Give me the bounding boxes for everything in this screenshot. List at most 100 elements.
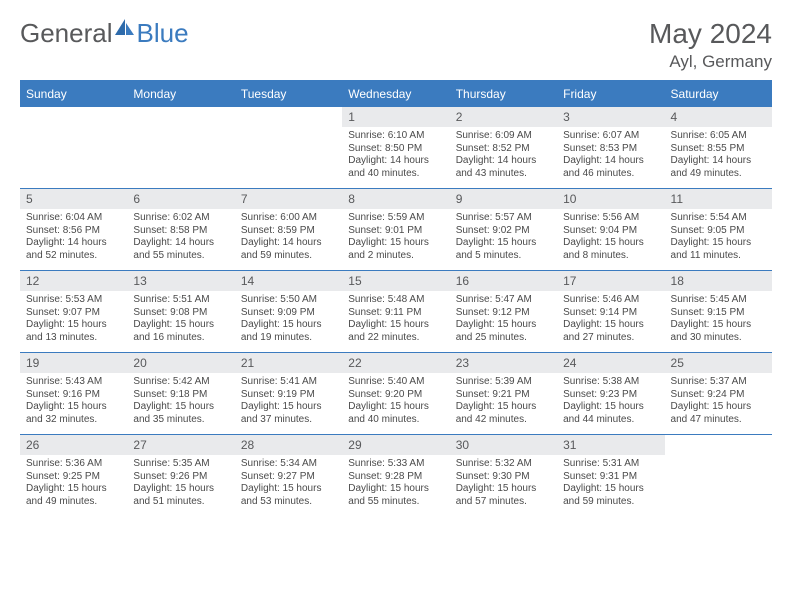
day-content: Sunrise: 5:40 AMSunset: 9:20 PMDaylight:… xyxy=(342,373,449,429)
title-block: May 2024 Ayl, Germany xyxy=(649,18,772,72)
weekday-header: Monday xyxy=(127,82,234,107)
calendar-cell: 2Sunrise: 6:09 AMSunset: 8:52 PMDaylight… xyxy=(450,107,557,189)
day-number: 22 xyxy=(342,353,449,373)
day-number: 31 xyxy=(557,435,664,455)
calendar-cell: 6Sunrise: 6:02 AMSunset: 8:58 PMDaylight… xyxy=(127,189,234,271)
day-content: Sunrise: 5:50 AMSunset: 9:09 PMDaylight:… xyxy=(235,291,342,347)
logo-text-part1: General xyxy=(20,18,113,49)
day-number: 3 xyxy=(557,107,664,127)
day-content: Sunrise: 6:09 AMSunset: 8:52 PMDaylight:… xyxy=(450,127,557,183)
day-number: 7 xyxy=(235,189,342,209)
day-content: Sunrise: 5:42 AMSunset: 9:18 PMDaylight:… xyxy=(127,373,234,429)
day-content: Sunrise: 5:51 AMSunset: 9:08 PMDaylight:… xyxy=(127,291,234,347)
day-content: Sunrise: 5:48 AMSunset: 9:11 PMDaylight:… xyxy=(342,291,449,347)
calendar-row: 5Sunrise: 6:04 AMSunset: 8:56 PMDaylight… xyxy=(20,189,772,271)
calendar-cell: 15Sunrise: 5:48 AMSunset: 9:11 PMDayligh… xyxy=(342,271,449,353)
calendar-cell: 4Sunrise: 6:05 AMSunset: 8:55 PMDaylight… xyxy=(665,107,772,189)
day-number: 21 xyxy=(235,353,342,373)
day-number: 9 xyxy=(450,189,557,209)
calendar-cell: 30Sunrise: 5:32 AMSunset: 9:30 PMDayligh… xyxy=(450,435,557,517)
calendar-cell: 25Sunrise: 5:37 AMSunset: 9:24 PMDayligh… xyxy=(665,353,772,435)
day-number: 23 xyxy=(450,353,557,373)
calendar-body: 1Sunrise: 6:10 AMSunset: 8:50 PMDaylight… xyxy=(20,107,772,517)
day-number: 8 xyxy=(342,189,449,209)
calendar-cell: 13Sunrise: 5:51 AMSunset: 9:08 PMDayligh… xyxy=(127,271,234,353)
day-content: Sunrise: 5:41 AMSunset: 9:19 PMDaylight:… xyxy=(235,373,342,429)
day-number: 18 xyxy=(665,271,772,291)
weekday-header: Saturday xyxy=(665,82,772,107)
weekday-header: Thursday xyxy=(450,82,557,107)
calendar-cell: 28Sunrise: 5:34 AMSunset: 9:27 PMDayligh… xyxy=(235,435,342,517)
day-content: Sunrise: 5:59 AMSunset: 9:01 PMDaylight:… xyxy=(342,209,449,265)
day-content: Sunrise: 6:10 AMSunset: 8:50 PMDaylight:… xyxy=(342,127,449,183)
day-content: Sunrise: 5:45 AMSunset: 9:15 PMDaylight:… xyxy=(665,291,772,347)
day-number: 1 xyxy=(342,107,449,127)
day-content: Sunrise: 5:33 AMSunset: 9:28 PMDaylight:… xyxy=(342,455,449,511)
day-content: Sunrise: 5:39 AMSunset: 9:21 PMDaylight:… xyxy=(450,373,557,429)
day-number: 19 xyxy=(20,353,127,373)
day-number: 24 xyxy=(557,353,664,373)
calendar-cell: 29Sunrise: 5:33 AMSunset: 9:28 PMDayligh… xyxy=(342,435,449,517)
calendar-cell: 1Sunrise: 6:10 AMSunset: 8:50 PMDaylight… xyxy=(342,107,449,189)
calendar-cell: 18Sunrise: 5:45 AMSunset: 9:15 PMDayligh… xyxy=(665,271,772,353)
weekday-header: Tuesday xyxy=(235,82,342,107)
weekday-header: Friday xyxy=(557,82,664,107)
calendar-cell: 27Sunrise: 5:35 AMSunset: 9:26 PMDayligh… xyxy=(127,435,234,517)
calendar-head: SundayMondayTuesdayWednesdayThursdayFrid… xyxy=(20,82,772,107)
day-number: 15 xyxy=(342,271,449,291)
day-number: 5 xyxy=(20,189,127,209)
calendar-cell: 10Sunrise: 5:56 AMSunset: 9:04 PMDayligh… xyxy=(557,189,664,271)
calendar-cell: 9Sunrise: 5:57 AMSunset: 9:02 PMDaylight… xyxy=(450,189,557,271)
day-content: Sunrise: 5:56 AMSunset: 9:04 PMDaylight:… xyxy=(557,209,664,265)
day-number: 10 xyxy=(557,189,664,209)
calendar-cell: 17Sunrise: 5:46 AMSunset: 9:14 PMDayligh… xyxy=(557,271,664,353)
calendar-row: 1Sunrise: 6:10 AMSunset: 8:50 PMDaylight… xyxy=(20,107,772,189)
calendar-cell: 5Sunrise: 6:04 AMSunset: 8:56 PMDaylight… xyxy=(20,189,127,271)
location: Ayl, Germany xyxy=(649,52,772,72)
day-content: Sunrise: 6:00 AMSunset: 8:59 PMDaylight:… xyxy=(235,209,342,265)
calendar-cell: 3Sunrise: 6:07 AMSunset: 8:53 PMDaylight… xyxy=(557,107,664,189)
month-title: May 2024 xyxy=(649,18,772,50)
weekday-header: Sunday xyxy=(20,82,127,107)
day-content: Sunrise: 5:54 AMSunset: 9:05 PMDaylight:… xyxy=(665,209,772,265)
calendar-row: 19Sunrise: 5:43 AMSunset: 9:16 PMDayligh… xyxy=(20,353,772,435)
day-content: Sunrise: 5:34 AMSunset: 9:27 PMDaylight:… xyxy=(235,455,342,511)
calendar-cell: 26Sunrise: 5:36 AMSunset: 9:25 PMDayligh… xyxy=(20,435,127,517)
day-number: 17 xyxy=(557,271,664,291)
day-number: 12 xyxy=(20,271,127,291)
calendar-cell xyxy=(665,435,772,517)
day-number: 14 xyxy=(235,271,342,291)
calendar-cell: 20Sunrise: 5:42 AMSunset: 9:18 PMDayligh… xyxy=(127,353,234,435)
calendar-cell xyxy=(20,107,127,189)
sail-icon xyxy=(113,17,135,42)
calendar-cell: 21Sunrise: 5:41 AMSunset: 9:19 PMDayligh… xyxy=(235,353,342,435)
day-content: Sunrise: 6:07 AMSunset: 8:53 PMDaylight:… xyxy=(557,127,664,183)
calendar-cell: 23Sunrise: 5:39 AMSunset: 9:21 PMDayligh… xyxy=(450,353,557,435)
calendar-cell: 14Sunrise: 5:50 AMSunset: 9:09 PMDayligh… xyxy=(235,271,342,353)
day-content: Sunrise: 6:02 AMSunset: 8:58 PMDaylight:… xyxy=(127,209,234,265)
calendar-row: 26Sunrise: 5:36 AMSunset: 9:25 PMDayligh… xyxy=(20,435,772,517)
calendar-cell: 12Sunrise: 5:53 AMSunset: 9:07 PMDayligh… xyxy=(20,271,127,353)
day-number: 20 xyxy=(127,353,234,373)
day-content: Sunrise: 5:32 AMSunset: 9:30 PMDaylight:… xyxy=(450,455,557,511)
calendar-cell: 7Sunrise: 6:00 AMSunset: 8:59 PMDaylight… xyxy=(235,189,342,271)
day-number: 16 xyxy=(450,271,557,291)
weekday-row: SundayMondayTuesdayWednesdayThursdayFrid… xyxy=(20,82,772,107)
day-content: Sunrise: 5:46 AMSunset: 9:14 PMDaylight:… xyxy=(557,291,664,347)
calendar-cell: 19Sunrise: 5:43 AMSunset: 9:16 PMDayligh… xyxy=(20,353,127,435)
logo: General Blue xyxy=(20,18,189,49)
day-content: Sunrise: 5:37 AMSunset: 9:24 PMDaylight:… xyxy=(665,373,772,429)
day-number: 26 xyxy=(20,435,127,455)
weekday-header: Wednesday xyxy=(342,82,449,107)
calendar-cell xyxy=(235,107,342,189)
day-number: 11 xyxy=(665,189,772,209)
day-number: 30 xyxy=(450,435,557,455)
calendar-cell: 31Sunrise: 5:31 AMSunset: 9:31 PMDayligh… xyxy=(557,435,664,517)
day-number: 6 xyxy=(127,189,234,209)
logo-text-part2: Blue xyxy=(137,18,189,49)
day-number: 28 xyxy=(235,435,342,455)
header: General Blue May 2024 Ayl, Germany xyxy=(20,18,772,72)
day-number: 27 xyxy=(127,435,234,455)
calendar-cell: 24Sunrise: 5:38 AMSunset: 9:23 PMDayligh… xyxy=(557,353,664,435)
day-content: Sunrise: 5:38 AMSunset: 9:23 PMDaylight:… xyxy=(557,373,664,429)
